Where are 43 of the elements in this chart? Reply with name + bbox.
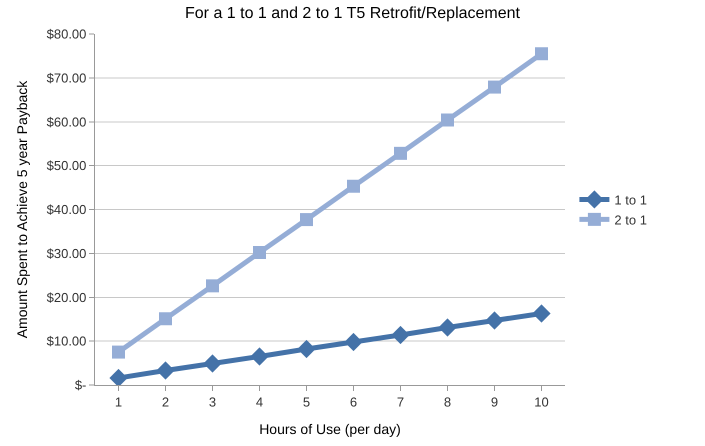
y-tick-label: $50.00	[46, 158, 86, 174]
y-tick-label: $70.00	[46, 70, 86, 86]
point	[253, 246, 266, 259]
point	[300, 213, 313, 226]
point	[206, 279, 219, 292]
point	[347, 180, 360, 193]
y-tick-label: $40.00	[46, 202, 86, 218]
point	[156, 361, 175, 380]
x-tick-label: 5	[302, 394, 310, 410]
point	[438, 318, 457, 337]
x-tick-label: 10	[534, 394, 549, 410]
point	[112, 346, 125, 359]
x-axis-title: Hours of Use (per day)	[259, 420, 401, 437]
point	[394, 146, 407, 160]
point	[159, 312, 172, 326]
y-tick-label: $10.00	[46, 334, 86, 349]
point	[535, 47, 548, 60]
point	[488, 80, 501, 94]
y-tick-label: $20.00	[46, 290, 86, 305]
point	[532, 304, 551, 323]
x-tick-label: 3	[208, 394, 216, 410]
y-tick-label: $-	[74, 378, 86, 393]
point	[203, 354, 222, 373]
x-tick-label: 8	[444, 394, 452, 410]
legend-label: 2 to 1	[614, 212, 647, 228]
legend-label: 1 to 1	[614, 192, 647, 208]
point	[441, 114, 454, 126]
x-tick-label: 7	[396, 394, 404, 410]
point	[344, 332, 363, 352]
y-axis-title: Amount Spent to Achieve 5 year Payback	[14, 80, 30, 338]
y-tick-label: $30.00	[46, 246, 86, 261]
point	[391, 326, 410, 344]
x-tick-label: 6	[350, 394, 358, 410]
y-tick-label: $60.00	[46, 114, 86, 130]
x-tick-label: 1	[114, 394, 122, 410]
chart-title: For a 1 to 1 and 2 to 1 T5 Retrofit/Replacement	[185, 4, 521, 22]
point	[250, 347, 269, 366]
y-tick-label: $80.00	[46, 26, 86, 42]
point	[297, 340, 316, 358]
point	[485, 311, 504, 330]
x-tick-label: 2	[162, 394, 170, 410]
x-tick-label: 9	[490, 394, 498, 410]
x-tick-label: 4	[256, 394, 264, 410]
